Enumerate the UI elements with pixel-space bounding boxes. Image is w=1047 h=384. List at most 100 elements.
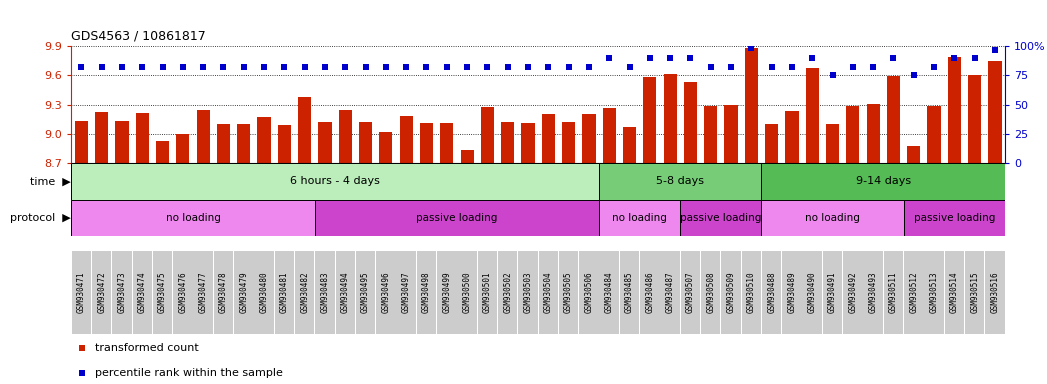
Bar <box>907 146 920 163</box>
Text: 9-14 days: 9-14 days <box>855 176 911 187</box>
Text: GSM930506: GSM930506 <box>584 271 594 313</box>
Text: GSM930484: GSM930484 <box>605 271 614 313</box>
Point <box>804 55 821 61</box>
Bar <box>805 68 819 163</box>
Bar <box>417 251 437 334</box>
Bar <box>623 127 637 163</box>
Point <box>73 64 90 70</box>
Bar <box>379 132 393 163</box>
Bar <box>701 251 720 334</box>
Bar <box>579 251 599 334</box>
Point <box>398 64 415 70</box>
Bar <box>761 163 1005 200</box>
Bar <box>277 125 291 163</box>
Bar <box>376 251 396 334</box>
Bar <box>599 163 761 200</box>
Text: GSM930496: GSM930496 <box>381 271 391 313</box>
Point <box>682 55 698 61</box>
Text: GSM930497: GSM930497 <box>402 271 410 313</box>
Bar <box>477 251 497 334</box>
Point <box>906 72 922 78</box>
Bar <box>397 251 416 334</box>
Bar <box>502 122 514 163</box>
Bar <box>968 75 981 163</box>
Text: GSM930504: GSM930504 <box>543 271 553 313</box>
Text: GSM930515: GSM930515 <box>971 271 979 313</box>
Text: GSM930471: GSM930471 <box>76 271 86 313</box>
Bar <box>461 149 473 163</box>
Point <box>480 64 496 70</box>
Text: passive loading: passive loading <box>681 213 761 223</box>
Bar <box>721 251 741 334</box>
Text: GSM930502: GSM930502 <box>504 271 512 313</box>
Bar <box>582 114 596 163</box>
Point <box>296 64 313 70</box>
Point <box>642 55 659 61</box>
Bar <box>620 251 640 334</box>
Bar <box>684 82 697 163</box>
Text: GSM930498: GSM930498 <box>422 271 431 313</box>
Point <box>175 64 192 70</box>
Point <box>540 64 557 70</box>
Text: GSM930489: GSM930489 <box>787 271 797 313</box>
Bar <box>156 141 170 163</box>
Text: GSM930480: GSM930480 <box>260 271 269 313</box>
Point <box>885 55 901 61</box>
Point <box>865 64 882 70</box>
Point <box>824 72 841 78</box>
Text: GSM930475: GSM930475 <box>158 271 168 313</box>
Bar <box>664 74 676 163</box>
Text: no loading: no loading <box>165 213 221 223</box>
Point <box>236 64 252 70</box>
Point <box>703 64 719 70</box>
Bar <box>846 106 860 163</box>
Text: GSM930511: GSM930511 <box>889 271 898 313</box>
Text: GSM930482: GSM930482 <box>300 271 309 313</box>
Bar <box>867 104 879 163</box>
Point <box>439 64 455 70</box>
Text: percentile rank within the sample: percentile rank within the sample <box>94 368 283 378</box>
Bar <box>197 111 209 163</box>
Bar <box>562 122 575 163</box>
Bar <box>864 251 883 334</box>
Bar <box>988 61 1002 163</box>
Bar <box>948 57 961 163</box>
Point <box>621 64 638 70</box>
Bar <box>802 251 822 334</box>
Point <box>926 64 942 70</box>
Bar <box>521 123 535 163</box>
Text: GSM930512: GSM930512 <box>909 271 918 313</box>
Bar <box>92 251 111 334</box>
Point <box>195 64 211 70</box>
Text: GSM930513: GSM930513 <box>930 271 938 313</box>
Text: GSM930492: GSM930492 <box>848 271 857 313</box>
Text: GSM930488: GSM930488 <box>767 271 776 313</box>
Bar <box>741 251 761 334</box>
Bar <box>176 134 190 163</box>
Point <box>255 64 272 70</box>
Point <box>966 55 983 61</box>
Bar <box>725 104 738 163</box>
Bar <box>254 251 274 334</box>
Point <box>560 64 577 70</box>
Bar <box>826 124 839 163</box>
Point <box>215 64 231 70</box>
Bar <box>785 111 799 163</box>
Bar <box>115 121 129 163</box>
Point <box>276 64 293 70</box>
Bar <box>887 76 900 163</box>
Text: passive loading: passive loading <box>417 213 497 223</box>
Bar <box>761 200 904 236</box>
Bar <box>643 77 656 163</box>
Bar <box>928 106 940 163</box>
Text: GSM930493: GSM930493 <box>869 271 877 313</box>
Bar <box>705 106 717 163</box>
Bar <box>762 251 781 334</box>
Point <box>154 64 171 70</box>
Text: GSM930473: GSM930473 <box>117 271 127 313</box>
Text: GSM930495: GSM930495 <box>361 271 370 313</box>
Bar <box>904 200 1005 236</box>
Point <box>601 55 618 61</box>
Point <box>316 64 333 70</box>
Text: no loading: no loading <box>612 213 667 223</box>
